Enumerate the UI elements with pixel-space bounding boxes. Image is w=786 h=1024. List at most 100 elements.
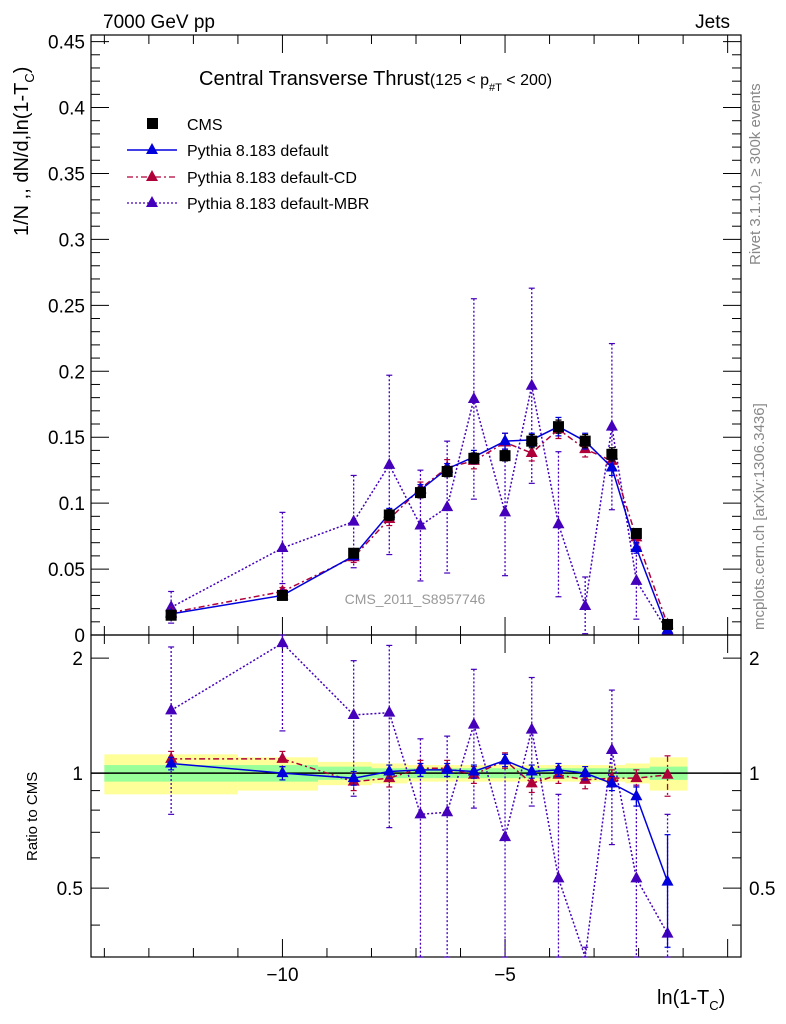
- main-mbr-point: [579, 598, 592, 610]
- ratio-ytick-label: 0.5: [57, 879, 83, 900]
- main-ytick-label: 0.1: [59, 494, 85, 515]
- main-default-point: [630, 540, 643, 552]
- ratio-mbr-point: [414, 807, 427, 819]
- main-mbr-point: [525, 378, 538, 390]
- main-cms-point: [441, 465, 453, 477]
- ratio-frame: [90, 634, 742, 958]
- legend-cd-marker: [146, 170, 158, 181]
- main-mbr-point: [499, 505, 512, 517]
- ratio-default-point: [383, 764, 396, 776]
- ratio-default-point: [605, 776, 618, 788]
- ratio-default-line: [171, 759, 669, 882]
- title-end: < 200): [502, 72, 552, 89]
- ratio-ytick-label-right: 1: [749, 764, 760, 785]
- ratio-default-point: [661, 874, 674, 886]
- ratio-xtick-label: −5: [494, 965, 516, 986]
- xlabel-end: ): [719, 987, 726, 1009]
- main-cms-point: [526, 435, 538, 447]
- legend-default-label: Pythia 8.183 default: [187, 143, 329, 160]
- ratio-default-point: [630, 789, 643, 801]
- main-cms-point: [348, 547, 360, 559]
- main-ytick-label: 0.45: [48, 33, 85, 54]
- ratio-default-point: [165, 756, 178, 768]
- main-ytick-label: 0.3: [59, 230, 85, 251]
- title-suffix: (125 < p: [430, 72, 489, 89]
- ratio-default-point: [552, 762, 565, 774]
- main-mbr-point: [605, 419, 618, 431]
- chart-title: Central Transverse Thrust(125 < p#T < 20…: [199, 68, 552, 94]
- main-default-point: [605, 460, 618, 472]
- main-cms-point: [499, 450, 511, 462]
- ratio-default-point: [347, 771, 360, 783]
- main-cms-point: [552, 421, 564, 433]
- legend-cms-label: CMS: [187, 117, 223, 134]
- ratio-mbr-point: [605, 742, 618, 754]
- ratio-default-point: [276, 766, 289, 778]
- main-panel: 0 0.05 0.1 0.15 0.2 0.25 0.3 0.35 0.4 0.45: [48, 33, 742, 647]
- main-mbr-line: [170, 385, 669, 632]
- rivet-label: Rivet 3.1.10, ≥ 300k events: [747, 83, 764, 265]
- main-cms-point: [579, 435, 591, 447]
- header-right: Jets: [695, 12, 730, 33]
- main-ytick-label: 0.2: [59, 362, 85, 383]
- main-mbr-point: [441, 500, 454, 512]
- main-ytick-label: 0.05: [48, 560, 85, 581]
- ratio-mbr-point: [441, 805, 454, 817]
- main-default-line: [171, 425, 669, 630]
- main-cd-point: [525, 446, 538, 458]
- main-ytick-label: 0.4: [59, 99, 86, 120]
- legend-mbr-marker: [146, 196, 158, 207]
- title-text: Central Transverse Thrust(125 < p#T < 20…: [199, 68, 552, 94]
- main-cms-point: [276, 589, 288, 601]
- main-cms-point: [383, 509, 395, 521]
- ratio-mbr-point: [525, 722, 538, 734]
- legend-cms-marker: [147, 118, 158, 129]
- main-cms-point: [606, 448, 618, 460]
- main-mbr-point: [552, 517, 565, 529]
- title-sub: #T: [489, 82, 502, 94]
- ratio-mbr-point: [383, 705, 396, 717]
- ratio-mbr-point: [165, 703, 178, 715]
- ratio-ytick-label-right: 0.5: [749, 879, 775, 900]
- ratio-ytick-label: 2: [72, 649, 83, 670]
- main-ylabel-end: ): [11, 67, 33, 74]
- main-ytick-label: 0.15: [48, 428, 85, 449]
- main-ytick-label: 0.25: [48, 296, 85, 317]
- title-main: Central Transverse Thrust: [199, 68, 430, 90]
- ratio-mbr-point: [630, 871, 643, 883]
- xlabel: ln(1-TC): [657, 987, 725, 1013]
- main-mbr-point: [414, 518, 427, 530]
- legend-mbr-label: Pythia 8.183 default-MBR: [187, 196, 369, 213]
- main-cms-point: [414, 487, 426, 499]
- ratio-default-point: [414, 762, 427, 774]
- main-mbr-point: [383, 457, 396, 469]
- ratio-cd-point: [525, 776, 538, 788]
- mcplots-label: mcplots.cern.ch [arXiv:1306.3436]: [751, 403, 768, 630]
- main-ytick-label: 0: [74, 626, 85, 647]
- main-cms-point: [630, 527, 642, 539]
- ratio-mbr-point: [499, 830, 512, 842]
- ratio-mbr-point: [467, 717, 480, 729]
- ratio-default-point: [467, 764, 480, 776]
- main-mbr-point: [347, 514, 360, 526]
- main-cms-point: [468, 452, 480, 464]
- ratio-ytick-label-right: 2: [749, 649, 760, 670]
- ratio-default-point: [579, 766, 592, 778]
- legend-default-marker: [146, 143, 158, 154]
- header-left: 7000 GeV pp: [103, 12, 215, 33]
- ratio-ytick-label: 1: [72, 764, 83, 785]
- ratio-default-point: [441, 762, 454, 774]
- main-mbr-point: [467, 391, 480, 403]
- main-cms-point: [165, 609, 177, 621]
- main-ylabel: 1/N ,, dN/d,ln(1-TC): [11, 67, 37, 236]
- legend-cd-label: Pythia 8.183 default-CD: [187, 170, 357, 187]
- ratio-mbr-point: [347, 707, 360, 719]
- ratio-cd-point: [276, 751, 289, 763]
- main-ylabel-main: 1/N ,, dN/d,ln(1-T: [11, 83, 33, 236]
- ratio-cd-point: [630, 771, 643, 783]
- main-mbr-point: [276, 540, 289, 552]
- xlabel-main: ln(1-T: [657, 987, 709, 1009]
- ratio-default-point: [499, 753, 512, 765]
- main-ylabel-sub: C: [22, 73, 37, 82]
